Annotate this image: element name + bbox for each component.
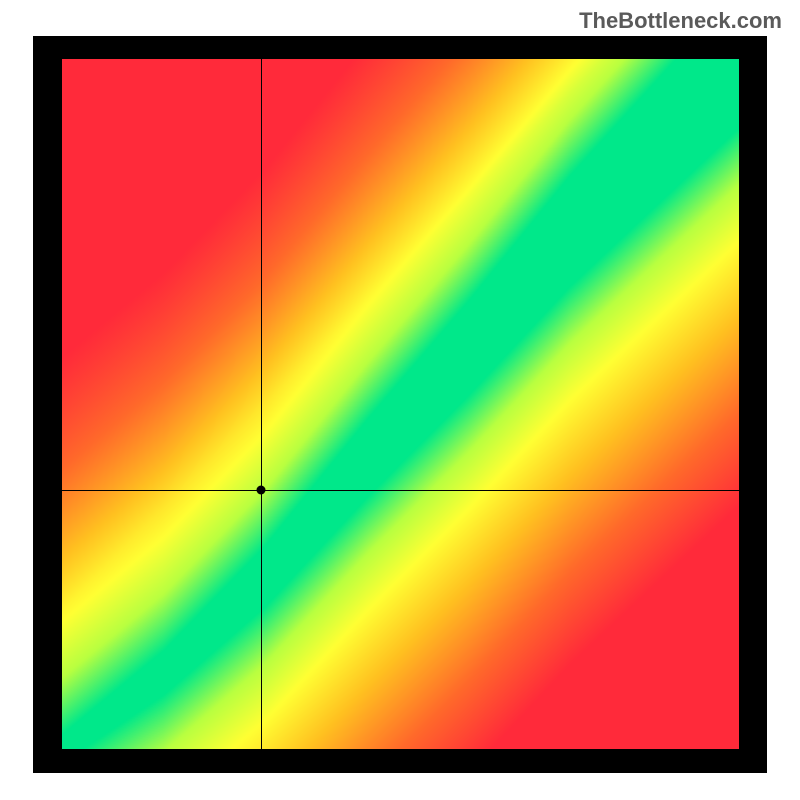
crosshair-marker [257, 486, 266, 495]
chart-container: TheBottleneck.com [0, 0, 800, 800]
crosshair-vertical [261, 59, 262, 749]
heatmap-canvas [62, 59, 739, 749]
watermark-text: TheBottleneck.com [579, 8, 782, 34]
crosshair-horizontal [62, 490, 739, 491]
